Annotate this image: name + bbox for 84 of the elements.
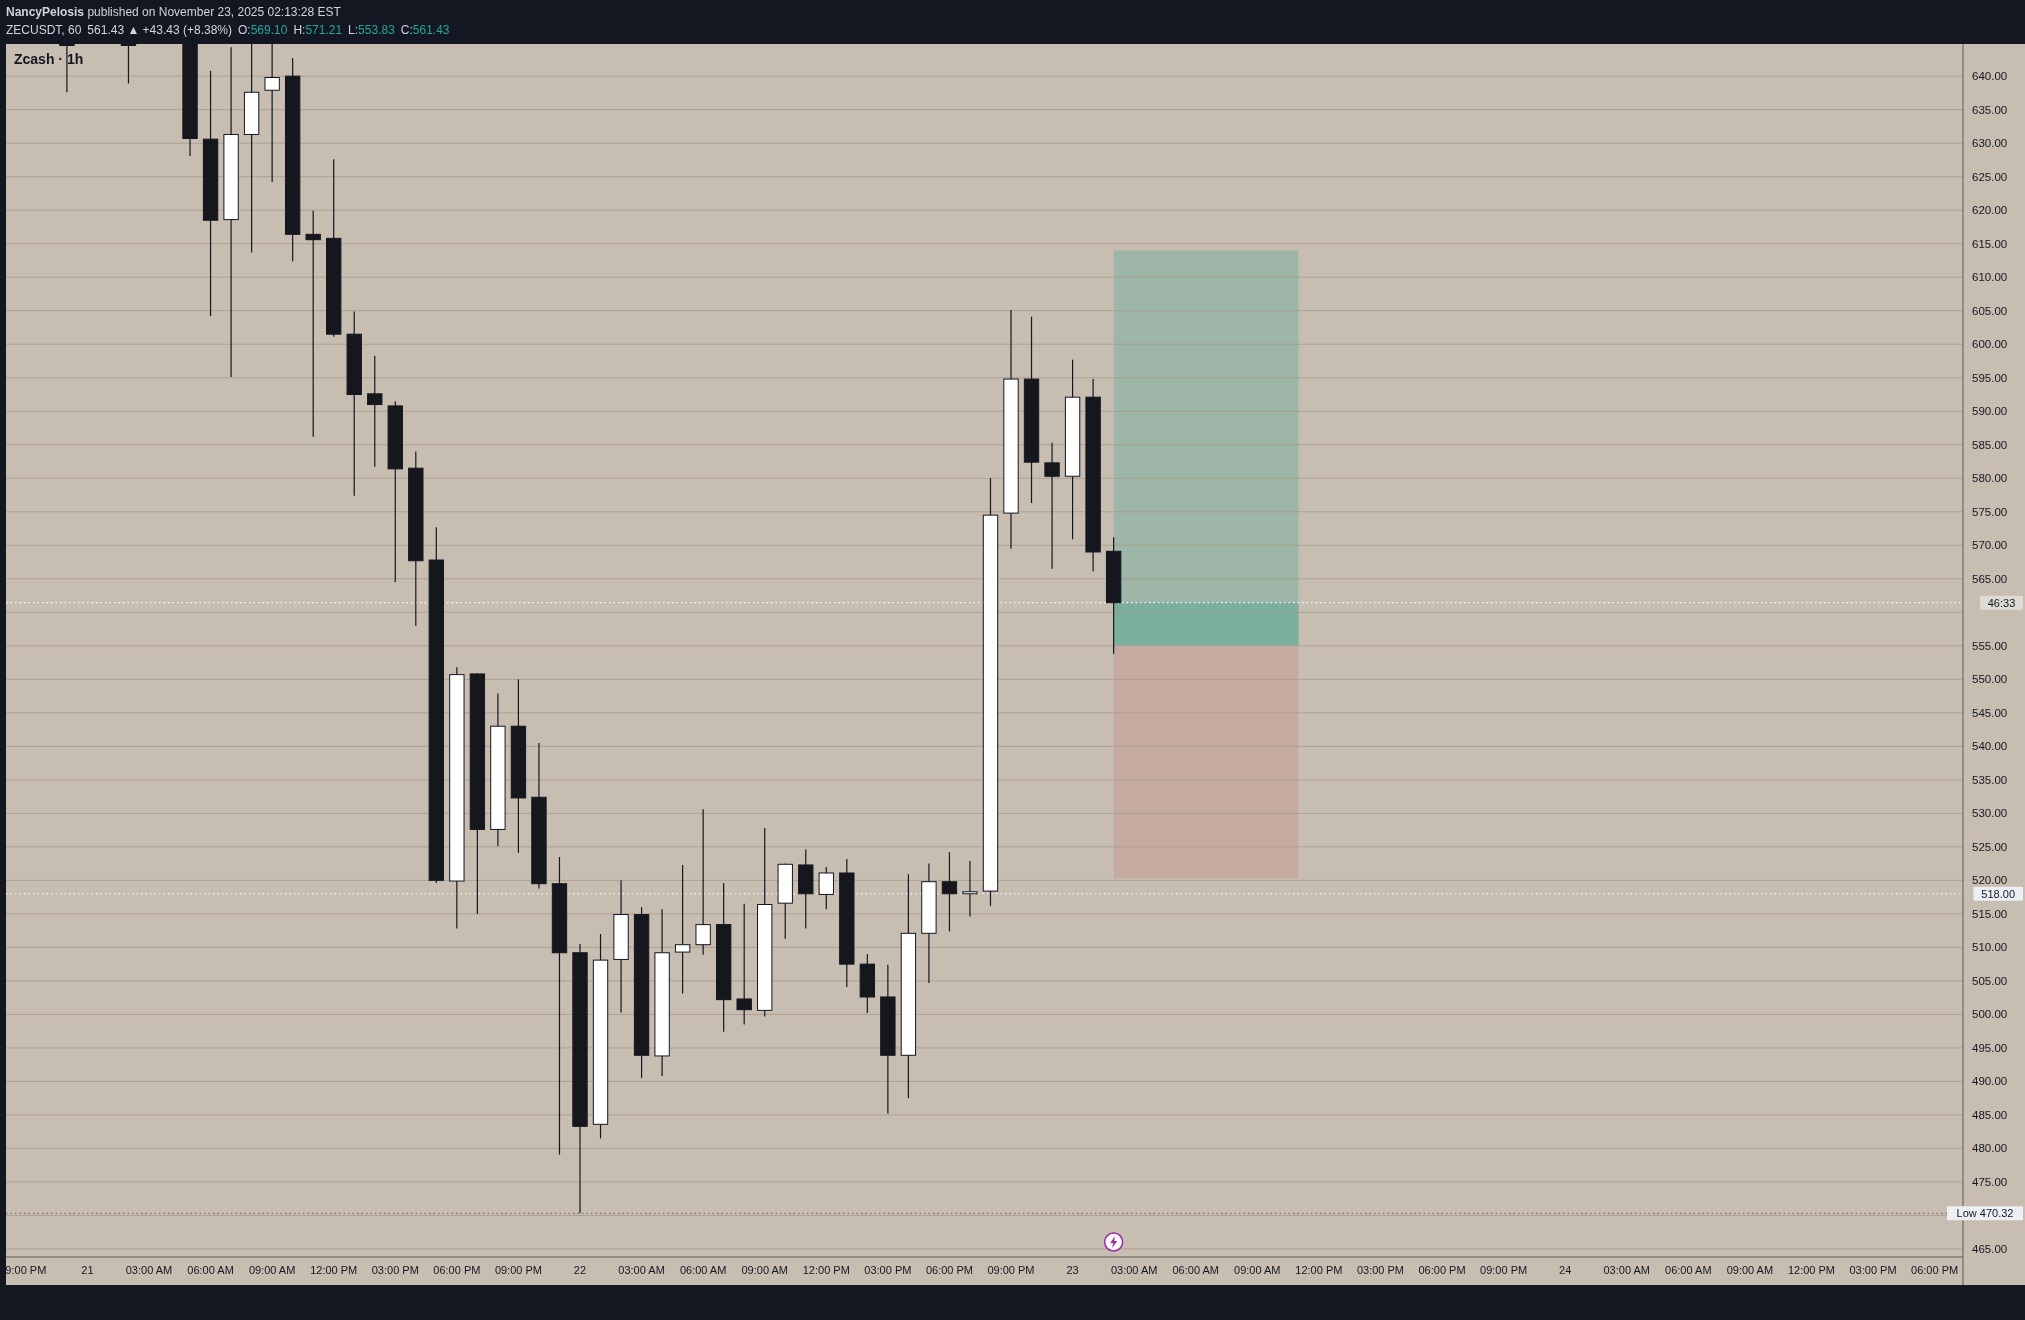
y-tick-label: 465.00 xyxy=(1972,1242,2008,1255)
y-tick-label: 630.00 xyxy=(1972,137,2008,150)
y-tick-label: 520.00 xyxy=(1972,874,2008,887)
x-tick-label: 03:00 AM xyxy=(618,1264,665,1276)
x-tick-label: 06:00 AM xyxy=(679,1264,727,1276)
x-tick-label: 09:00 PM xyxy=(987,1264,1035,1276)
text: NancyPelosis published on November 23, 2025 02:13:28 EST xyxy=(6,5,342,19)
x-tick-label: 09:00 AM xyxy=(1234,1264,1281,1276)
x-tick-label: 21 xyxy=(81,1264,94,1276)
y-tick-label: 600.00 xyxy=(1972,338,2008,351)
ref-line-label: 518.00 xyxy=(1981,887,2016,900)
y-tick-label: 610.00 xyxy=(1972,271,2008,284)
candlestick xyxy=(941,851,958,932)
y-tick-label: 545.00 xyxy=(1972,706,2008,719)
y-tick-label: 535.00 xyxy=(1972,773,2008,786)
y-tick-label: 625.00 xyxy=(1972,170,2008,183)
text: L:553.83 xyxy=(348,23,396,37)
y-tick-label: 580.00 xyxy=(1972,472,2008,485)
y-tick-label: 515.00 xyxy=(1972,907,2008,920)
x-tick-label: 03:00 PM xyxy=(1849,1264,1897,1276)
y-tick-label: 505.00 xyxy=(1972,974,2008,987)
x-tick-label: 12:00 PM xyxy=(310,1264,358,1276)
y-tick-label: 530.00 xyxy=(1972,807,2008,820)
y-tick-label: 590.00 xyxy=(1972,405,2008,418)
x-tick-label: 06:00 AM xyxy=(187,1264,234,1276)
x-tick-label: 9:00 PM xyxy=(5,1264,47,1276)
x-tick-label: 09:00 PM xyxy=(1480,1264,1528,1276)
x-tick-label: 23 xyxy=(1066,1264,1079,1276)
x-tick-label: 06:00 PM xyxy=(925,1264,973,1276)
x-tick-label: 12:00 PM xyxy=(1295,1264,1343,1276)
x-tick-label: 06:00 AM xyxy=(1172,1264,1219,1276)
y-tick-label: 555.00 xyxy=(1972,639,2008,652)
x-tick-label: 06:00 PM xyxy=(1418,1264,1466,1276)
y-tick-label: 495.00 xyxy=(1972,1041,2008,1054)
x-tick-label: 03:00 AM xyxy=(1110,1264,1158,1276)
y-tick-label: 480.00 xyxy=(1972,1142,2008,1155)
ref-line-label: Low 470.32 xyxy=(1956,1207,2014,1220)
x-tick-label: 24 xyxy=(1559,1264,1572,1276)
y-tick-label: 525.00 xyxy=(1972,840,2008,853)
y-tick-label: 640.00 xyxy=(1972,70,2008,83)
y-tick-label: 540.00 xyxy=(1972,740,2008,753)
y-tick-label: 620.00 xyxy=(1972,204,2008,217)
x-tick-label: 09:00 AM xyxy=(1726,1264,1774,1276)
x-tick-label: 06:00 PM xyxy=(433,1264,481,1276)
y-tick-label: 575.00 xyxy=(1972,505,2008,518)
y-tick-label: 500.00 xyxy=(1972,1008,2008,1021)
text: 46:33 xyxy=(1987,596,2016,609)
candlestick xyxy=(367,355,383,468)
text: 561.43 ▲ +43.43 (+8.38%) xyxy=(87,23,233,37)
x-tick-label: 12:00 PM xyxy=(802,1264,850,1276)
y-tick-label: 475.00 xyxy=(1972,1175,2008,1188)
x-tick-label: 22 xyxy=(573,1264,587,1276)
candlestick xyxy=(1044,442,1060,570)
text: H:571.21 xyxy=(293,23,343,37)
text: C:561.43 xyxy=(400,23,450,37)
text: O:569.10 xyxy=(238,23,288,37)
x-tick-label: 12:00 PM xyxy=(1787,1264,1836,1276)
x-tick-label: 09:00 PM xyxy=(494,1264,542,1276)
y-tick-label: 485.00 xyxy=(1972,1108,2008,1121)
y-tick-label: 550.00 xyxy=(1972,673,2008,686)
candlestick xyxy=(264,44,280,183)
y-tick-label: 490.00 xyxy=(1972,1075,2008,1088)
y-tick-label: 635.00 xyxy=(1972,103,2008,116)
x-tick-label: 03:00 PM xyxy=(371,1264,419,1276)
candlestick xyxy=(305,210,321,438)
candlestick xyxy=(736,903,752,1026)
y-tick-label: 565.00 xyxy=(1972,572,2008,585)
text: ZECUSDT, 60 xyxy=(6,23,82,37)
x-tick-label: 03:00 AM xyxy=(125,1264,173,1276)
text: Zcash · 1h xyxy=(14,51,84,67)
y-tick-label: 570.00 xyxy=(1972,539,2008,552)
x-tick-label: 09:00 AM xyxy=(741,1264,788,1276)
candlestick xyxy=(120,44,137,85)
x-tick-label: 06:00 AM xyxy=(1665,1264,1712,1276)
x-tick-label: 03:00 AM xyxy=(1603,1264,1650,1276)
y-tick-label: 585.00 xyxy=(1972,438,2008,451)
y-tick-label: 605.00 xyxy=(1972,304,2008,317)
x-tick-label: 03:00 PM xyxy=(864,1264,912,1276)
y-tick-label: 595.00 xyxy=(1972,371,2008,384)
y-tick-label: 510.00 xyxy=(1972,941,2008,954)
x-tick-label: 03:00 PM xyxy=(1356,1264,1404,1276)
y-tick-label: 615.00 xyxy=(1972,237,2008,250)
x-tick-label: 06:00 PM xyxy=(1911,1264,1959,1276)
x-tick-label: 09:00 AM xyxy=(248,1264,296,1276)
